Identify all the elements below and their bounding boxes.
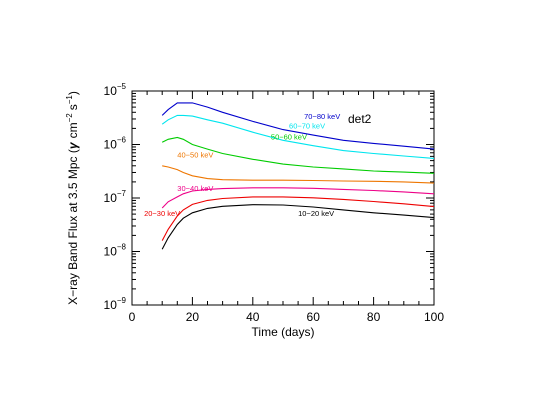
series-label: 20−30 keV <box>144 209 180 218</box>
y-axis-label-s: s <box>66 104 80 110</box>
series-label: 50−60 keV <box>271 132 307 141</box>
series-line <box>161 136 435 174</box>
series-label: 60−70 keV <box>289 121 325 130</box>
y-axis-label-gamma: γ <box>66 141 80 149</box>
y-axis-tick-labels: 10−9 10−8 10−7 10−6 10−5 <box>104 82 127 312</box>
y-tick-label: 10−8 <box>104 243 127 259</box>
y-axis-label-main: X−ray Band Flux at 3.5 Mpc ( <box>66 149 80 305</box>
series-line <box>161 204 435 250</box>
series-line <box>161 114 435 159</box>
y-axis-label-s-exp: −1 <box>65 95 74 105</box>
y-axis-ticks <box>132 90 434 306</box>
x-tick-label: 40 <box>246 310 260 324</box>
y-axis-label: X−ray Band Flux at 3.5 Mpc (γ cm−2 s−1) <box>65 91 80 305</box>
series-label: 10−20 keV <box>298 209 334 218</box>
y-axis-label-cm-exp: −2 <box>65 113 74 123</box>
x-tick-label: 80 <box>367 310 381 324</box>
y-tick-label: 10−5 <box>104 82 127 98</box>
y-axis-label-cm: cm <box>66 122 80 138</box>
series-label: 30−40 keV <box>177 184 213 193</box>
y-tick-label: 10−7 <box>104 189 127 205</box>
series-line <box>161 102 435 150</box>
series-label: 40−50 keV <box>177 151 213 160</box>
x-tick-label: 100 <box>424 310 444 324</box>
x-axis-ticks <box>131 91 435 305</box>
y-tick-label: 10−9 <box>104 296 127 312</box>
series-label: 70−80 keV <box>304 112 340 121</box>
y-tick-label: 10−6 <box>104 136 127 152</box>
y-axis-label-close: ) <box>66 91 80 95</box>
x-axis-tick-labels: 0 20 40 60 80 100 <box>129 310 445 324</box>
x-axis-label: Time (days) <box>252 325 315 339</box>
x-tick-label: 60 <box>307 310 321 324</box>
series-line <box>162 165 435 184</box>
series-line <box>161 187 435 209</box>
plot-frame <box>131 90 435 306</box>
series-line <box>161 196 435 241</box>
x-tick-label: 20 <box>186 310 200 324</box>
x-tick-label: 0 <box>129 310 136 324</box>
series-curves <box>161 102 435 250</box>
panel-annotation: det2 <box>348 112 372 126</box>
